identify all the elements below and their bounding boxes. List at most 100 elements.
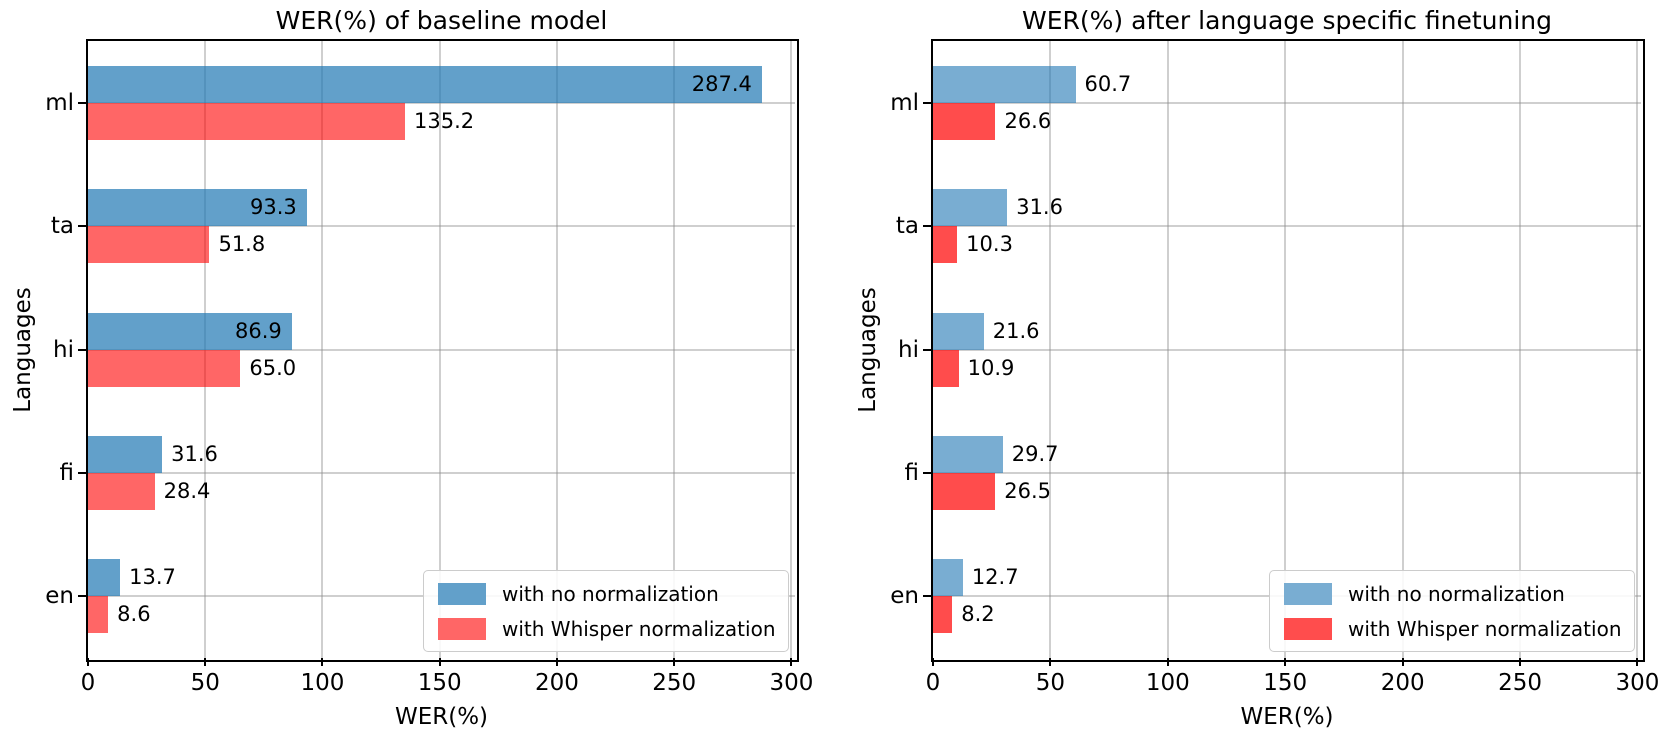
legend-swatch-blue <box>1284 582 1332 605</box>
x-tick-label: 250 <box>1498 670 1543 696</box>
bar-red-hi <box>933 349 959 387</box>
bar-value-label: 31.6 <box>1016 195 1063 220</box>
chart-title: WER(%) after language specific finetunin… <box>1021 6 1553 35</box>
x-tick <box>790 658 793 666</box>
gridline-v <box>1401 41 1404 658</box>
bar-blue-fi <box>88 435 163 473</box>
bar-value-label: 10.9 <box>967 355 1015 380</box>
y-axis-label-wrap: Languages <box>851 41 885 658</box>
bar-value-label: 26.5 <box>1004 478 1051 503</box>
x-tick <box>1519 658 1522 666</box>
bar-value-label: 60.7 <box>1084 71 1132 96</box>
gridline-v <box>1284 41 1287 658</box>
gridline-v <box>555 41 558 658</box>
legend-label: with Whisper normalization <box>502 616 776 641</box>
y-tick <box>78 471 86 474</box>
gridline-h <box>88 348 795 351</box>
y-tick-label: ml <box>45 89 74 116</box>
x-tick-label: 100 <box>300 670 345 696</box>
y-tick-label: fi <box>59 459 75 486</box>
x-tick-label: 50 <box>190 670 220 696</box>
x-tick-label: 150 <box>1263 670 1308 696</box>
x-tick-label: 200 <box>535 670 579 696</box>
bar-blue-ml <box>933 65 1076 103</box>
y-tick <box>78 101 86 104</box>
x-tick <box>321 658 324 666</box>
x-tick <box>204 658 207 666</box>
y-tick <box>923 595 931 598</box>
gridline-v <box>1519 41 1522 658</box>
x-tick <box>438 658 441 666</box>
bar-red-en <box>88 596 109 634</box>
bar-red-ml <box>88 102 406 140</box>
x-tick <box>1284 658 1287 666</box>
y-tick <box>923 348 931 351</box>
x-tick-label: 100 <box>1145 670 1190 696</box>
y-tick-label: hi <box>53 336 74 363</box>
bar-value-label: 65.0 <box>249 355 297 380</box>
x-tick <box>673 658 676 666</box>
chart-title: WER(%) of baseline model <box>275 6 608 35</box>
gridline-v <box>438 41 441 658</box>
y-axis-label-wrap: Languages <box>6 41 40 658</box>
bar-blue-fi <box>933 435 1003 473</box>
x-tick-label: 0 <box>80 670 96 696</box>
gridline-v <box>1166 41 1169 658</box>
gridline-v <box>1049 41 1052 658</box>
y-tick-label: ta <box>895 213 919 240</box>
legend: with no normalization with Whisper normal… <box>423 570 789 652</box>
bar-value-label: 135.2 <box>414 108 475 133</box>
x-tick-label: 300 <box>769 670 814 696</box>
x-axis-label: WER(%) <box>1240 704 1334 730</box>
y-tick-label: ml <box>890 89 919 116</box>
bar-red-fi <box>88 472 155 510</box>
legend-swatch-blue <box>438 582 486 605</box>
y-tick <box>78 225 86 228</box>
legend-entry: with Whisper normalization <box>1284 617 1622 641</box>
x-tick <box>1401 658 1404 666</box>
legend-label: with no normalization <box>1348 581 1565 606</box>
x-tick <box>555 658 558 666</box>
y-tick-label: ta <box>50 213 74 240</box>
y-tick <box>923 471 931 474</box>
y-tick-label: hi <box>898 336 919 363</box>
x-tick-label: 250 <box>652 670 697 696</box>
x-axis-label: WER(%) <box>394 704 489 730</box>
bar-value-label: 287.4 <box>691 71 752 96</box>
bar-value-label: 51.8 <box>218 232 266 257</box>
bar-value-label: 8.6 <box>117 602 151 627</box>
x-tick-label: 150 <box>417 670 462 696</box>
bar-red-ml <box>933 102 996 140</box>
legend-entry: with no normalization <box>438 582 774 606</box>
y-tick-label: fi <box>904 459 920 486</box>
gridline-h <box>933 225 1641 228</box>
bar-blue-ta <box>88 189 307 227</box>
x-tick-label: 50 <box>1035 670 1066 696</box>
x-tick-label: 200 <box>1380 670 1425 696</box>
y-tick <box>78 348 86 351</box>
legend-entry: with Whisper normalization <box>438 616 776 641</box>
bar-value-label: 21.6 <box>992 318 1040 343</box>
bar-blue-hi <box>933 312 984 350</box>
bar-blue-ta <box>933 189 1008 227</box>
bar-red-fi <box>933 472 996 510</box>
legend-swatch-red <box>438 617 486 640</box>
bar-red-hi <box>88 349 241 387</box>
y-tick <box>78 595 86 598</box>
x-tick <box>1166 658 1169 666</box>
bar-value-label: 28.4 <box>163 478 211 503</box>
bar-value-label: 93.3 <box>250 195 297 220</box>
bar-value-label: 29.7 <box>1011 441 1059 466</box>
bar-value-label: 86.9 <box>235 318 282 343</box>
bar-blue-en <box>88 559 121 597</box>
y-axis-label: Languages <box>10 286 36 413</box>
bar-blue-hi <box>88 312 292 350</box>
y-tick <box>923 101 931 104</box>
y-tick-label: en <box>890 583 919 610</box>
bar-value-label: 31.6 <box>171 441 218 466</box>
x-tick <box>1049 658 1052 666</box>
y-tick-label: en <box>45 583 74 610</box>
legend-entry: with no normalization <box>1284 582 1620 606</box>
bar-red-ta <box>933 226 958 264</box>
